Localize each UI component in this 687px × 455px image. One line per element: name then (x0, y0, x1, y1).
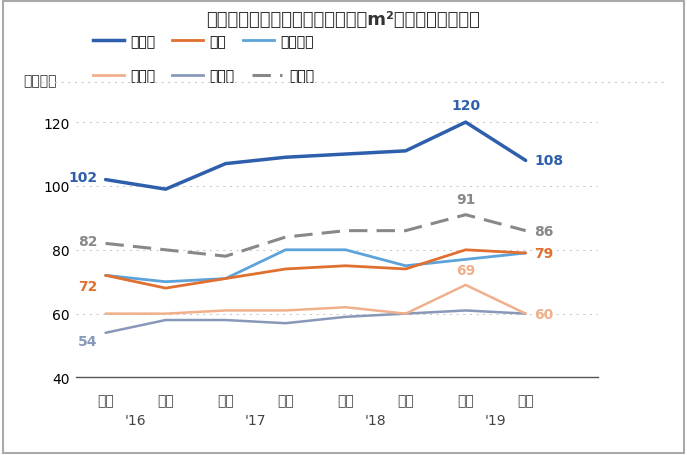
Text: 82: 82 (78, 234, 98, 248)
Text: 120: 120 (451, 99, 480, 113)
Text: '17: '17 (245, 413, 267, 427)
Text: '19: '19 (485, 413, 506, 427)
Text: 72: 72 (78, 280, 98, 294)
Text: 下期: 下期 (397, 394, 414, 408)
Text: '16: '16 (125, 413, 146, 427)
Text: 69: 69 (456, 263, 475, 277)
Text: '18: '18 (365, 413, 387, 427)
Text: 102: 102 (68, 171, 98, 184)
Text: 上期: 上期 (97, 394, 114, 408)
Text: 上期: 上期 (337, 394, 354, 408)
Text: 54: 54 (78, 334, 98, 349)
Text: 上期: 上期 (458, 394, 474, 408)
Text: 86: 86 (534, 224, 554, 238)
Text: 下期: 下期 (278, 394, 294, 408)
Text: 上期: 上期 (217, 394, 234, 408)
Text: 79: 79 (534, 247, 553, 260)
Text: 91: 91 (456, 193, 475, 207)
Text: 下期: 下期 (517, 394, 534, 408)
Text: 108: 108 (534, 154, 563, 168)
Text: （万円）: （万円） (23, 74, 57, 88)
Text: 図２．首都圏・新築マンションのm²単価推移（半期）: 図２．首都圏・新築マンションのm²単価推移（半期） (207, 11, 480, 29)
Text: 下期: 下期 (157, 394, 174, 408)
Legend: 埼玉県, 千葉県, 首都圏: 埼玉県, 千葉県, 首都圏 (93, 69, 314, 83)
Text: 60: 60 (534, 307, 553, 321)
